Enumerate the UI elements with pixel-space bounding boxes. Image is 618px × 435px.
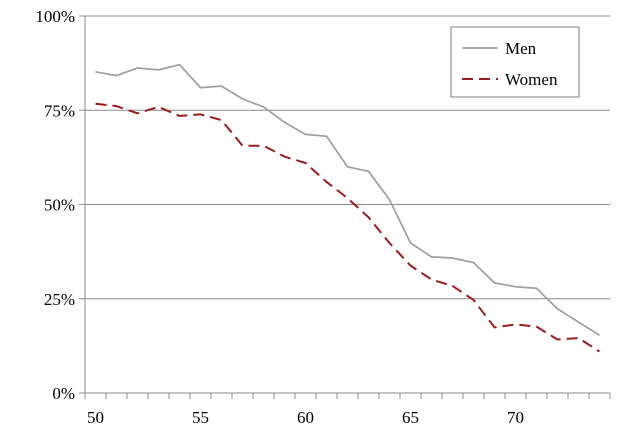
- x-tick-label: 60: [297, 408, 314, 427]
- axes: [79, 15, 611, 399]
- x-tick-label: 50: [87, 408, 104, 427]
- legend-label-men: Men: [505, 39, 537, 58]
- gridlines: [85, 15, 610, 300]
- legend-label-women: Women: [505, 70, 558, 89]
- series-line-men: [95, 63, 600, 337]
- x-tick-labels: 50 55 60 65 70: [87, 408, 524, 427]
- legend-box: [450, 26, 580, 98]
- legend: Men Women: [450, 26, 580, 98]
- y-tick-label: 0%: [52, 384, 75, 403]
- y-tick-label: 100%: [35, 7, 75, 26]
- y-tick-label: 25%: [44, 290, 75, 309]
- x-tick-label: 55: [192, 408, 209, 427]
- y-tick-label: 50%: [44, 196, 75, 215]
- x-tick-label: 70: [507, 408, 524, 427]
- series-line-women: [95, 102, 601, 353]
- series-lines: [95, 63, 601, 353]
- y-tick-labels: 0% 25% 50% 75% 100%: [35, 7, 75, 403]
- x-tick-label: 65: [402, 408, 419, 427]
- y-tick-label: 75%: [44, 101, 75, 120]
